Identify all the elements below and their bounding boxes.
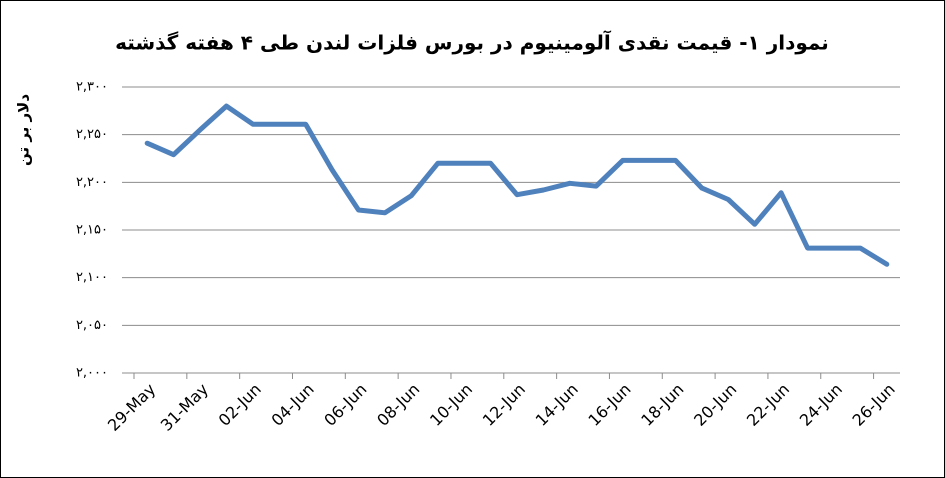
data-line <box>144 103 890 267</box>
y-tick-label: ۲,۳۰۰ <box>76 80 108 95</box>
y-tick-label: ۲,۲۰۰ <box>76 175 108 190</box>
y-tick-label: ۲,۱۰۰ <box>76 270 108 285</box>
y-tick-label: ۲,۱۵۰ <box>76 223 108 238</box>
y-tick-label: ۲,۲۵۰ <box>76 127 108 142</box>
y-tick-label: ۲,۰۰۰ <box>76 366 108 381</box>
y-tick-label: ۲,۰۵۰ <box>76 318 108 333</box>
y-axis-label: دلار بر تن <box>15 94 33 166</box>
chart-title: نمودار ۱- قیمت نقدی آلومینیوم در بورس فل… <box>115 30 829 55</box>
